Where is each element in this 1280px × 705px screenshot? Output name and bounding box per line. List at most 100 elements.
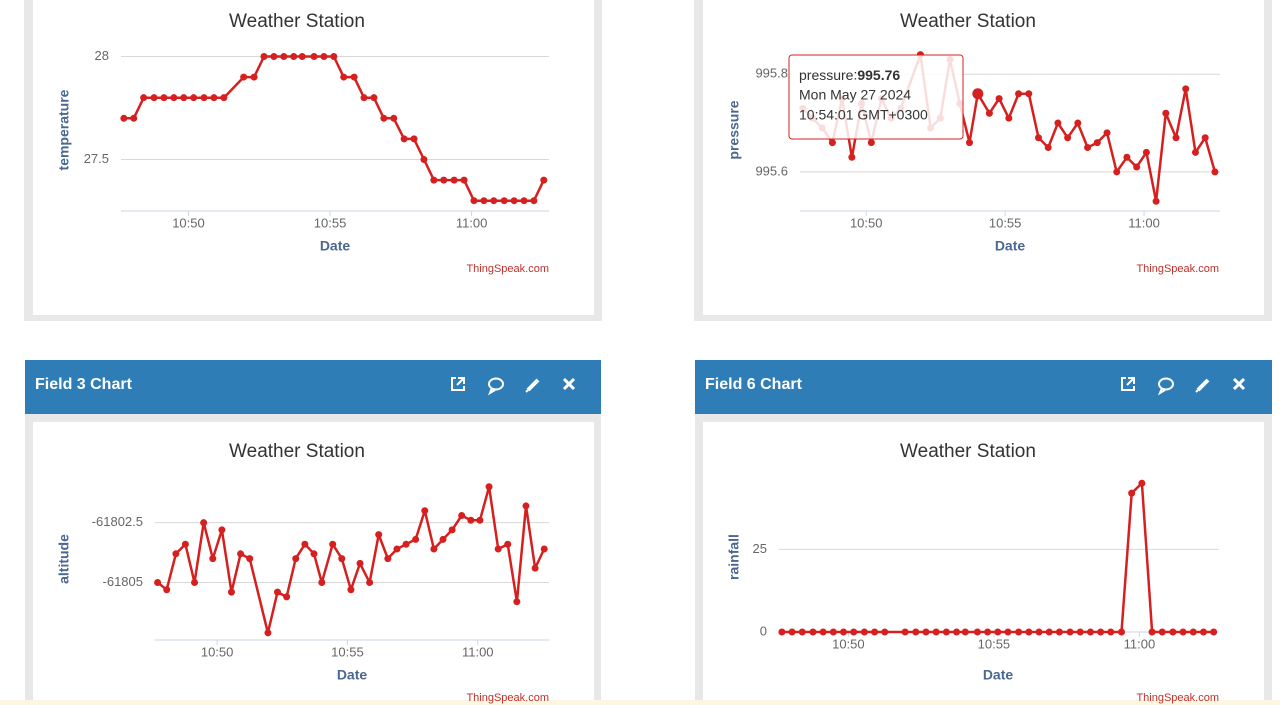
data-point <box>1035 628 1043 636</box>
data-point <box>850 628 858 636</box>
data-point <box>1097 628 1105 636</box>
data-point <box>901 628 909 636</box>
open-icon[interactable] <box>1121 377 1135 391</box>
data-point <box>985 109 993 117</box>
y-tick-label: 995.8 <box>755 66 788 81</box>
data-point <box>530 197 538 205</box>
data-point <box>200 519 208 527</box>
edit-icon[interactable] <box>525 378 540 393</box>
data-point <box>1138 479 1146 487</box>
data-point <box>1158 628 1166 636</box>
data-point <box>240 73 248 81</box>
data-point <box>494 545 502 553</box>
data-point <box>1179 628 1187 636</box>
data-point <box>848 153 856 161</box>
panel-title: Field 3 Chart <box>35 376 133 393</box>
tooltip: pressure:995.76 Mon May 27 2024 10:54:01… <box>788 54 964 140</box>
data-point <box>995 95 1003 103</box>
x-axis-title: Date <box>995 238 1026 254</box>
y-tick-label: 25 <box>753 541 767 556</box>
data-line <box>156 485 546 635</box>
data-point <box>1117 628 1125 636</box>
data-point <box>370 94 378 102</box>
data-point <box>393 545 401 553</box>
close-icon[interactable] <box>1232 377 1246 391</box>
comment-icon[interactable] <box>487 377 504 396</box>
data-point <box>788 628 796 636</box>
data-point <box>329 540 337 548</box>
data-point <box>250 73 258 81</box>
credit: ThingSpeak.com <box>1136 263 1219 275</box>
data-point <box>180 94 188 102</box>
credit: ThingSpeak.com <box>466 692 549 704</box>
data-point <box>246 555 254 563</box>
data-point <box>1015 90 1023 98</box>
data-point <box>318 579 326 587</box>
x-tick-label: 10:55 <box>989 215 1022 230</box>
data-point <box>513 598 521 606</box>
x-tick-label: 10:50 <box>201 644 234 659</box>
data-point <box>500 197 508 205</box>
data-point <box>942 628 950 636</box>
data-point <box>390 114 398 122</box>
y-tick-label: 0 <box>760 623 767 638</box>
tooltip-series: pressure <box>799 67 854 83</box>
x-tick-label: 10:50 <box>172 215 205 230</box>
y-axis-title: altitude <box>56 534 72 584</box>
data-point <box>1064 134 1072 142</box>
data-point <box>440 176 448 184</box>
data-point <box>1066 628 1074 636</box>
data-point <box>140 94 148 102</box>
data-point <box>1025 628 1033 636</box>
data-point <box>330 52 338 60</box>
data-point <box>237 550 245 558</box>
data-point <box>220 94 228 102</box>
data-point <box>375 531 383 539</box>
data-point <box>1107 628 1115 636</box>
data-point <box>485 483 493 491</box>
data-point <box>531 564 539 572</box>
data-point <box>1123 153 1131 161</box>
data-point <box>1142 148 1150 156</box>
data-point <box>340 73 348 81</box>
data-point <box>458 511 466 519</box>
data-point <box>973 628 981 636</box>
tooltip-date: Mon May 27 2024 <box>799 87 911 103</box>
data-point <box>932 628 940 636</box>
data-point <box>292 555 300 563</box>
x-tick-label: 10:55 <box>978 636 1011 651</box>
data-point <box>984 628 992 636</box>
data-point <box>420 155 428 163</box>
data-point <box>150 94 158 102</box>
close-icon[interactable] <box>562 377 576 391</box>
data-point <box>922 628 930 636</box>
x-axis-title: Date <box>337 667 368 683</box>
data-point <box>1211 168 1219 176</box>
data-point <box>540 176 548 184</box>
data-point <box>828 139 836 147</box>
y-tick-label: -61802.5 <box>92 514 143 529</box>
data-point <box>994 628 1002 636</box>
data-point <box>310 550 318 558</box>
data-point <box>301 540 309 548</box>
data-point <box>260 52 268 60</box>
data-point <box>227 588 235 596</box>
chart-title: Weather Station <box>229 441 365 462</box>
data-point <box>160 94 168 102</box>
data-point <box>798 628 806 636</box>
data-point <box>264 629 272 637</box>
open-icon[interactable] <box>451 377 465 391</box>
tooltip-number: 995.76 <box>857 67 900 83</box>
chart-title: Weather Station <box>900 11 1036 32</box>
data-point <box>402 540 410 548</box>
data-point <box>1004 628 1012 636</box>
edit-icon[interactable] <box>1195 378 1210 393</box>
data-point <box>912 628 920 636</box>
data-point <box>881 628 889 636</box>
data-point <box>467 516 475 524</box>
data-point <box>1191 148 1199 156</box>
x-axis-title: Date <box>983 667 1014 683</box>
data-point <box>1015 628 1023 636</box>
comment-icon[interactable] <box>1157 377 1174 396</box>
data-point <box>1045 628 1053 636</box>
